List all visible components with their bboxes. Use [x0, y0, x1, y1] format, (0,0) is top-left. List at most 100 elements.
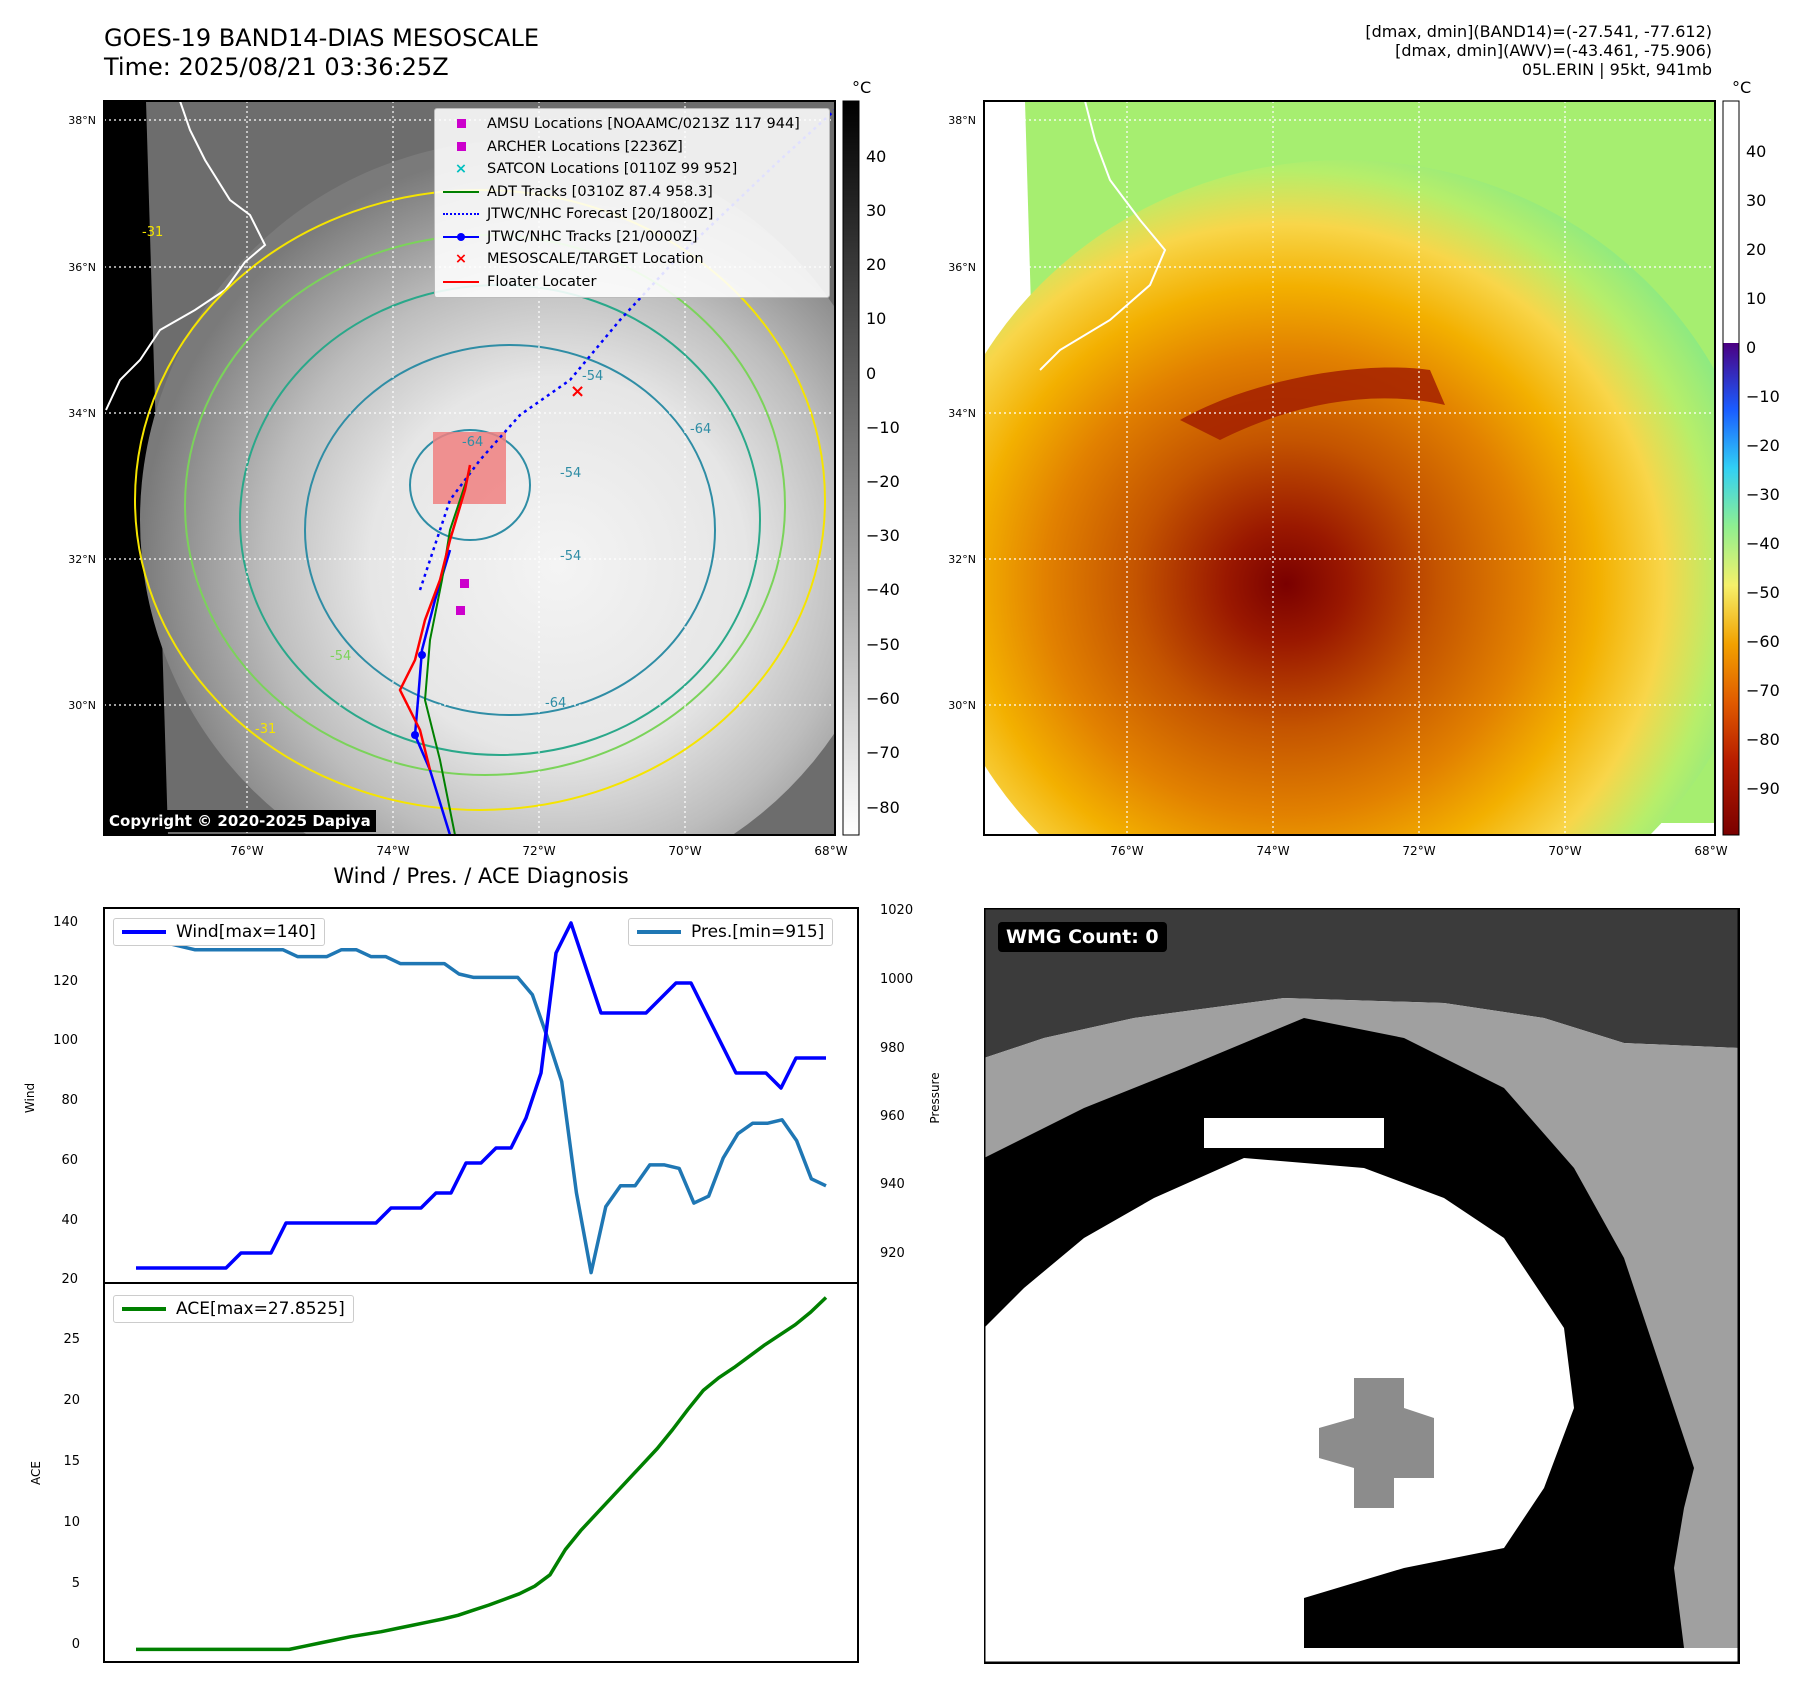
cb-tick: 10 — [1746, 289, 1766, 308]
cb-tick: 30 — [866, 201, 886, 220]
wind-ylabel: Wind — [23, 1083, 37, 1113]
diagnosis-panel: Wind Pressure ACE 140 120 100 80 60 40 2… — [23, 903, 942, 1663]
lon-axis-right: 76°W 74°W 72°W 70°W 68°W — [1110, 844, 1727, 858]
ace-tick: 5 — [72, 1576, 80, 1591]
title-line-2: Time: 2025/08/21 03:36:25Z — [104, 53, 449, 81]
cb-tick: −30 — [1746, 485, 1780, 504]
lat-label: 38°N — [948, 114, 976, 127]
awv-map — [984, 101, 1715, 835]
jtwc-point — [418, 651, 426, 659]
diagnosis-title: Wind / Pres. / ACE Diagnosis — [333, 864, 629, 888]
contour-label: -31 — [142, 225, 163, 240]
lat-axis-right: 38°N 36°N 34°N 32°N 30°N — [948, 114, 976, 712]
legend-item-adt: ADT Tracks [0310Z 87.4 958.3] — [443, 181, 821, 204]
legend-item-amsu: AMSU Locations [NOAAMC/0213Z 117 944] — [443, 113, 821, 136]
lat-label: 36°N — [948, 261, 976, 274]
forecast-track — [418, 109, 835, 591]
contour-label: -54 — [560, 549, 581, 564]
cb-tick: 0 — [866, 364, 876, 383]
contour-label: -64 — [545, 696, 566, 711]
pres-ylabel: Pressure — [928, 1072, 942, 1123]
wmg-white-patch — [1204, 1118, 1384, 1148]
cb-tick: −20 — [1746, 436, 1780, 455]
lat-label: 34°N — [68, 407, 96, 420]
ace-ticks: 25 20 15 10 5 0 — [63, 1332, 80, 1652]
lon-axis-left: 76°W 74°W 72°W 70°W 68°W — [230, 844, 847, 858]
figure-title: GOES-19 BAND14-DIAS MESOSCALE Time: 2025/… — [104, 24, 539, 82]
wind-series-line — [136, 921, 826, 1270]
cb-tick: −40 — [1746, 534, 1780, 553]
amsu-marker — [456, 606, 465, 615]
pres-tick: 1020 — [880, 903, 913, 918]
pres-legend: Pres.[min=915] — [628, 918, 834, 946]
jtwc-point — [411, 731, 419, 739]
stats-band14: [dmax, dmin](BAND14)=(-27.541, -77.612) — [1365, 22, 1712, 41]
pres-ticks: 1020 1000 980 960 940 920 — [880, 903, 913, 1261]
map-legend: AMSU Locations [NOAAMC/0213Z 117 944] AR… — [434, 108, 830, 298]
legend-item-floater: Floater Locater — [443, 271, 821, 294]
wind-tick: 60 — [61, 1153, 78, 1168]
ace-axes — [103, 1282, 859, 1663]
floater-track — [398, 464, 472, 771]
band14-map-panel: × -31 -54 -64 -64 -54 -54 -31 -64 -54 38… — [68, 78, 1780, 858]
copyright-badge: Copyright © 2020-2025 Dapiya — [104, 810, 376, 832]
cb-tick: −60 — [1746, 632, 1780, 651]
cb-tick: −70 — [1746, 681, 1780, 700]
legend-item-archer: ARCHER Locations [2236Z] — [443, 136, 821, 159]
contour-label: -54 — [560, 466, 581, 481]
cb-tick: 10 — [866, 309, 886, 328]
stats-block: [dmax, dmin](BAND14)=(-27.541, -77.612) … — [1365, 22, 1712, 79]
ace-tick: 20 — [63, 1393, 80, 1408]
cb-tick: −60 — [866, 689, 900, 708]
colorbar-color — [1722, 100, 1740, 836]
lat-label: 30°N — [68, 699, 96, 712]
colorbar-unit: °C — [1732, 78, 1751, 97]
cb-tick: −90 — [1746, 779, 1780, 798]
contour-label: -54 — [582, 369, 603, 384]
pressure-series-line — [136, 923, 827, 1275]
contour-label: -64 — [690, 422, 711, 437]
cb-tick: 40 — [1746, 142, 1766, 161]
cb-tick: −20 — [866, 472, 900, 491]
wind-tick: 100 — [53, 1033, 78, 1048]
colorbar-right-ticks: 40 30 20 10 0 −10 −20 −30 −40 −50 −60 −7… — [1746, 142, 1780, 798]
wind-legend: Wind[max=140] — [113, 918, 325, 946]
lat-axis-left: 38°N 36°N 34°N 32°N 30°N — [68, 114, 96, 712]
contour-label: -64 — [462, 435, 483, 450]
adt-track — [423, 469, 471, 835]
cb-tick: −70 — [866, 743, 900, 762]
lon-label: 68°W — [1694, 844, 1727, 858]
cb-tick: 0 — [1746, 338, 1756, 357]
lon-label: 70°W — [668, 844, 701, 858]
lon-label: 68°W — [814, 844, 847, 858]
contour-label: -31 — [255, 722, 276, 737]
wmg-panel — [984, 908, 1740, 1664]
colorbar-unit: °C — [852, 78, 871, 97]
storm-info: 05L.ERIN | 95kt, 941mb — [1521, 60, 1712, 79]
cb-tick: −50 — [1746, 583, 1780, 602]
cb-tick: −10 — [1746, 387, 1780, 406]
wind-pres-axes — [103, 907, 859, 1284]
cb-tick: −30 — [866, 526, 900, 545]
pres-tick: 940 — [880, 1177, 905, 1192]
legend-item-jtwc: JTWC/NHC Tracks [21/0000Z] — [443, 226, 821, 249]
target-marker: × — [570, 381, 585, 402]
wmg-black-ring — [984, 1018, 1694, 1648]
pres-tick: 1000 — [880, 972, 913, 987]
ace-series-line — [136, 1296, 828, 1652]
stats-awv: [dmax, dmin](AWV)=(-43.461, -75.906) — [1395, 41, 1712, 60]
lon-label: 76°W — [1110, 844, 1143, 858]
series-layer — [136, 921, 828, 1652]
cb-tick: −80 — [866, 798, 900, 817]
wind-ticks: 140 120 100 80 60 40 20 — [53, 915, 78, 1287]
pres-tick: 920 — [880, 1246, 905, 1261]
wind-tick: 80 — [61, 1093, 78, 1108]
cb-tick: 30 — [1746, 191, 1766, 210]
ace-ylabel: ACE — [29, 1461, 43, 1485]
legend-item-target: × MESOSCALE/TARGET Location — [454, 251, 704, 268]
pres-tick: 980 — [880, 1041, 905, 1056]
lat-label: 38°N — [68, 114, 96, 127]
wind-tick: 20 — [61, 1272, 78, 1287]
legend-item-satcon: × SATCON Locations [0110Z 99 952] — [454, 161, 738, 178]
lat-label: 32°N — [948, 553, 976, 566]
